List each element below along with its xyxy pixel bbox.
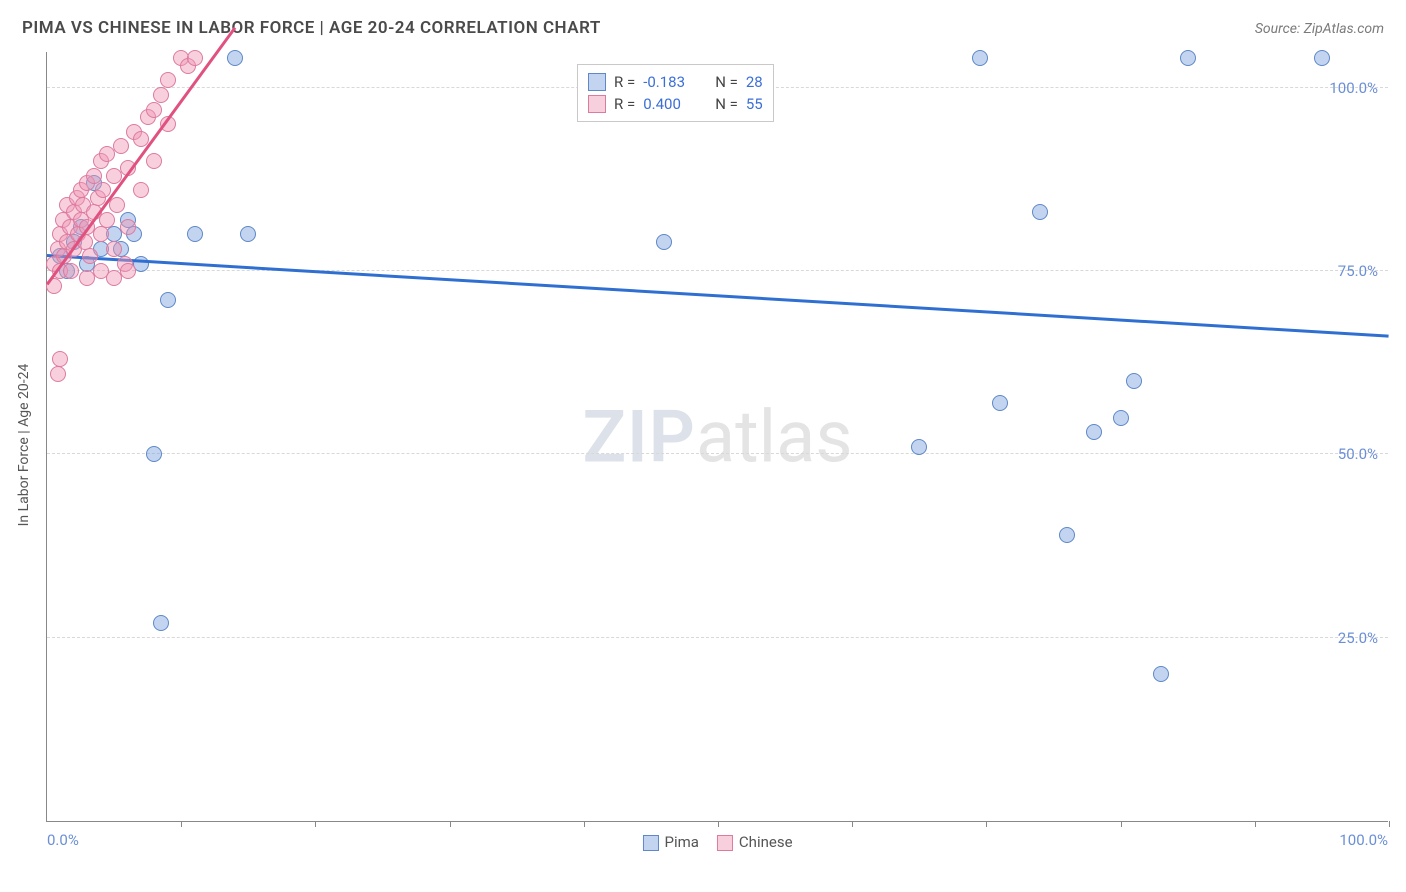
y-axis-title: In Labor Force | Age 20-24 [16, 364, 32, 527]
n-label: N = [715, 95, 738, 113]
watermark-zip: ZIP [582, 394, 695, 479]
data-point [1126, 373, 1142, 389]
legend-item: Pima [642, 833, 698, 851]
data-point [99, 212, 115, 228]
watermark: ZIPatlas [582, 394, 852, 479]
y-tick-label: 100.0% [1329, 79, 1378, 97]
x-tick [181, 821, 182, 827]
data-point [63, 263, 79, 279]
data-point [82, 248, 98, 264]
data-point [146, 446, 162, 462]
data-point [227, 50, 243, 66]
data-point [187, 50, 203, 66]
data-point [240, 226, 256, 242]
data-point [972, 50, 988, 66]
gridline [47, 637, 1388, 638]
gridline [47, 270, 1388, 271]
data-point [1086, 424, 1102, 440]
x-tick [986, 821, 987, 827]
chart-title: PIMA VS CHINESE IN LABOR FORCE | AGE 20-… [22, 18, 601, 38]
x-tick [1255, 821, 1256, 827]
r-value: 0.400 [643, 95, 701, 113]
x-tick [852, 821, 853, 827]
data-point [656, 234, 672, 250]
data-point [146, 102, 162, 118]
chart-source: Source: ZipAtlas.com [1255, 21, 1384, 37]
y-tick-label: 75.0% [1338, 262, 1378, 280]
series-legend: Pima Chinese [642, 833, 792, 851]
data-point [160, 292, 176, 308]
x-tick [450, 821, 451, 827]
scatter-chart: ZIPatlas 25.0%50.0%75.0%100.0%0.0%100.0%… [46, 52, 1388, 822]
data-point [86, 168, 102, 184]
data-point [1113, 410, 1129, 426]
data-point [153, 615, 169, 631]
chart-header: PIMA VS CHINESE IN LABOR FORCE | AGE 20-… [0, 0, 1406, 46]
plot-area: ZIPatlas 25.0%50.0%75.0%100.0%0.0%100.0%… [46, 52, 1388, 822]
n-value: 55 [746, 95, 763, 113]
data-point [146, 153, 162, 169]
y-tick-label: 50.0% [1338, 445, 1378, 463]
legend-swatch [642, 835, 658, 851]
data-point [1153, 666, 1169, 682]
r-value: -0.183 [643, 73, 701, 91]
data-point [911, 439, 927, 455]
data-point [120, 219, 136, 235]
data-point [160, 72, 176, 88]
legend-row: R = -0.183 N = 28 [588, 71, 763, 93]
data-point [93, 226, 109, 242]
r-label: R = [614, 95, 635, 113]
legend-label: Pima [664, 833, 698, 851]
y-tick-label: 25.0% [1338, 629, 1378, 647]
data-point [1032, 204, 1048, 220]
x-tick [315, 821, 316, 827]
watermark-atlas: atlas [696, 394, 853, 479]
x-max-label: 100.0% [1339, 831, 1388, 849]
r-label: R = [614, 73, 635, 91]
x-tick [1121, 821, 1122, 827]
data-point [1314, 50, 1330, 66]
x-tick [584, 821, 585, 827]
correlation-legend: R = -0.183 N = 28 R = 0.400 N = 55 [577, 64, 774, 122]
data-point [1180, 50, 1196, 66]
data-point [187, 226, 203, 242]
x-min-label: 0.0% [47, 831, 79, 849]
legend-label: Chinese [739, 833, 793, 851]
legend-swatch [717, 835, 733, 851]
data-point [153, 87, 169, 103]
legend-swatch [588, 73, 606, 91]
x-tick [1389, 821, 1390, 827]
data-point [992, 395, 1008, 411]
data-point [1059, 527, 1075, 543]
data-point [133, 182, 149, 198]
n-value: 28 [746, 73, 763, 91]
n-label: N = [715, 73, 738, 91]
trend-line [46, 27, 236, 285]
data-point [106, 241, 122, 257]
data-point [50, 366, 66, 382]
trend-line [47, 254, 1389, 337]
data-point [109, 197, 125, 213]
data-point [52, 351, 68, 367]
legend-row: R = 0.400 N = 55 [588, 93, 763, 115]
gridline [47, 453, 1388, 454]
x-tick [718, 821, 719, 827]
data-point [113, 138, 129, 154]
legend-swatch [588, 95, 606, 113]
legend-item: Chinese [717, 833, 793, 851]
data-point [120, 263, 136, 279]
